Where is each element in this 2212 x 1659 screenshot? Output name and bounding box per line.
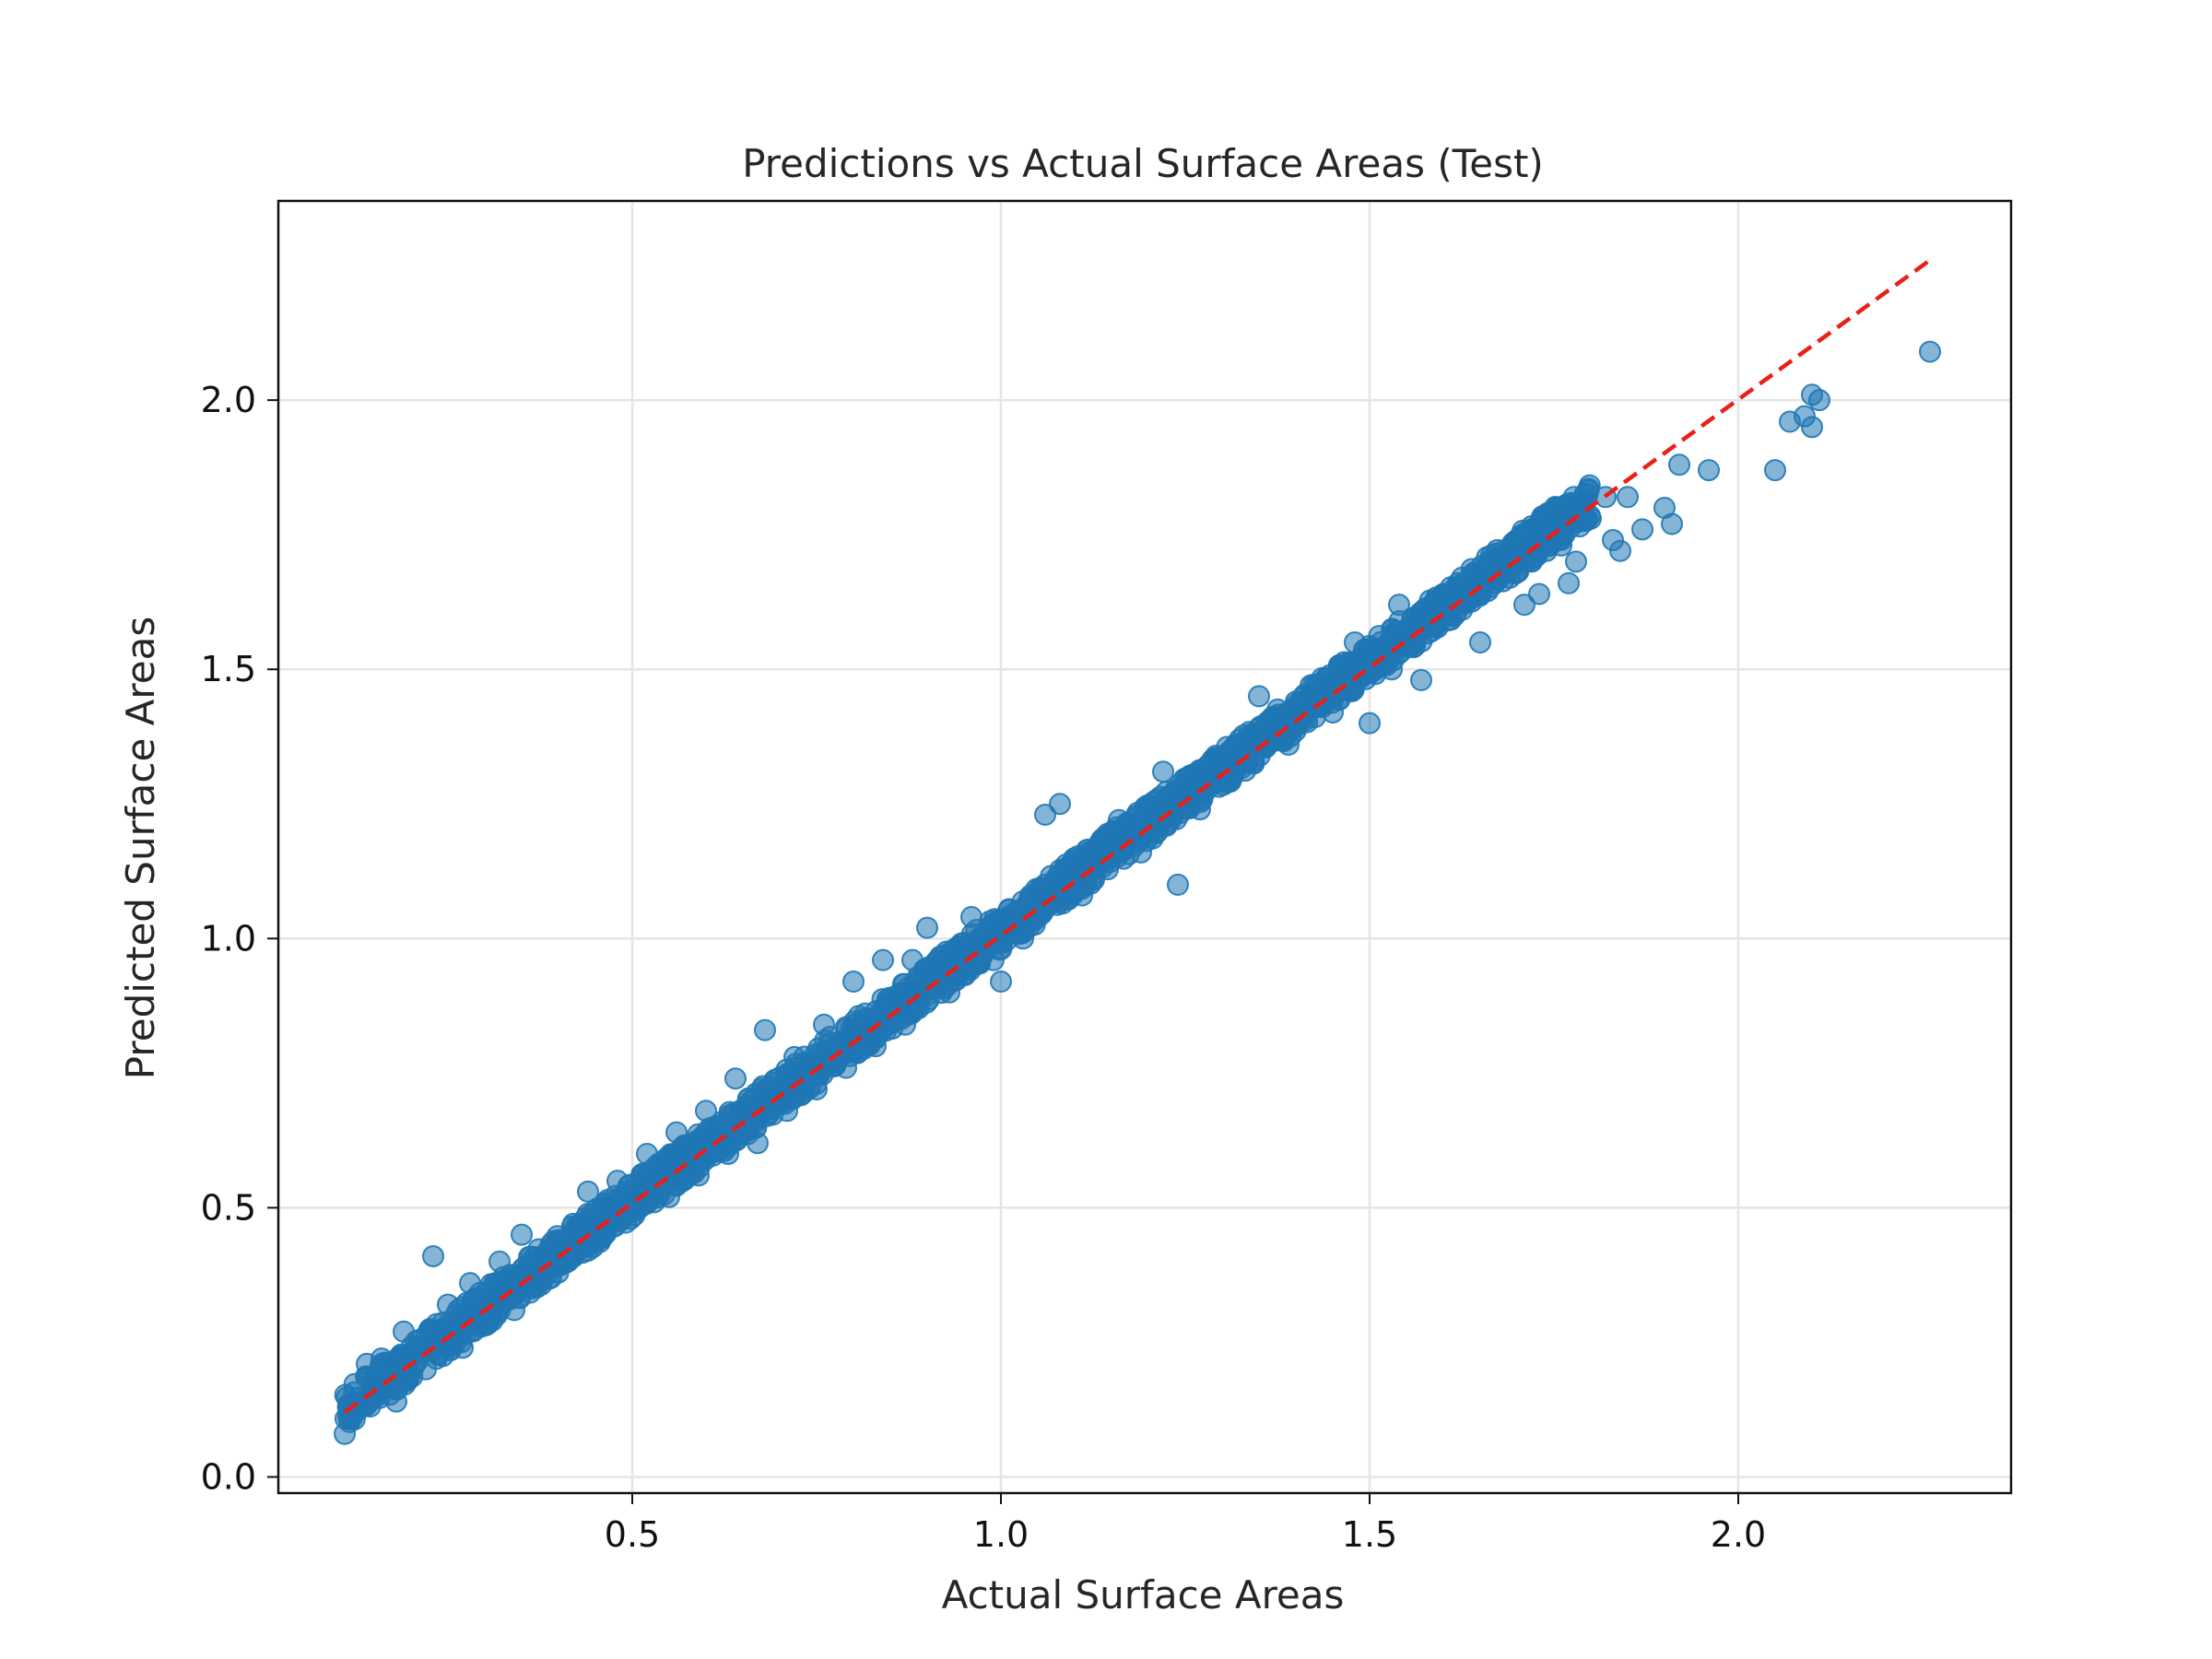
y-tick-label: 1.5 [201,649,256,689]
data-point-86 [990,971,1012,994]
y-axis-ticks: 0.0 0.5 1.0 1.5 2.0 [201,380,278,1497]
x-tick-label: 1.0 [973,1514,1029,1555]
data-point-66 [842,971,865,994]
data-point-163 [1558,571,1580,594]
data-point-70 [872,948,894,971]
data-point-171 [1631,518,1653,541]
y-tick-label: 2.0 [201,380,256,420]
reference-line-y-equals-x [343,258,1932,1415]
data-point-164 [1565,550,1587,573]
x-tick-label: 0.5 [605,1514,660,1555]
data-point-108 [1152,760,1174,783]
y-axis-label: Predicted Surface Areas [118,617,163,1079]
data-point-9 [422,1244,444,1267]
data-point-173 [1661,512,1683,535]
data-point-110 [1167,873,1189,896]
chart-title: Predictions vs Actual Surface Areas (Tes… [742,141,1544,186]
data-point-159 [1528,582,1550,606]
x-axis-ticks: 0.5 1.0 1.5 2.0 [605,1493,1766,1555]
data-point-157 [1513,594,1535,617]
x-axis-label: Actual Surface Areas [942,1572,1345,1618]
x-tick-label: 1.5 [1342,1514,1397,1555]
x-tick-label: 2.0 [1711,1514,1766,1555]
plot-frame [276,199,2013,1495]
data-point-151 [1469,631,1491,654]
data-point-94 [1049,793,1071,816]
data-point-174 [1668,453,1690,477]
data-point-121 [1248,685,1270,708]
data-point-176 [1764,459,1786,482]
data-point-76 [916,916,938,939]
y-tick-label: 1.0 [201,918,256,959]
data-point-182 [1919,340,1941,363]
data-point-21 [511,1223,533,1246]
data-point-54 [754,1018,776,1041]
data-point-180 [1801,416,1823,439]
data-point-50 [724,1067,747,1090]
y-tick-label: 0.5 [201,1187,256,1228]
data-point-dense [1578,474,1601,497]
y-tick-label: 0.0 [201,1456,256,1497]
data-point-30 [577,1180,599,1203]
data-point-170 [1617,486,1639,509]
data-point-136 [1359,712,1381,735]
data-point-dense [1574,510,1597,533]
data-point-175 [1698,459,1720,482]
data-point-143 [1410,668,1432,691]
data-point-169 [1609,539,1631,562]
gridlines [278,201,2011,1493]
data-point-181 [1808,389,1830,412]
data-point-92 [1034,803,1056,826]
